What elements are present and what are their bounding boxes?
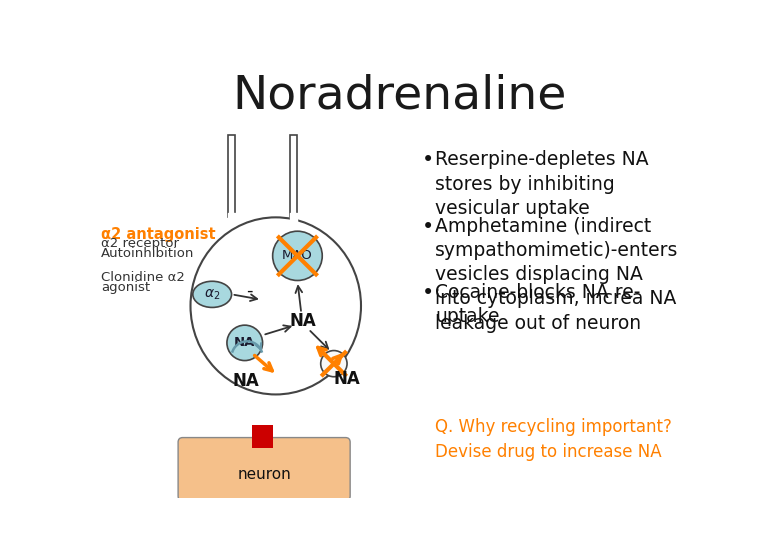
Text: Autoinhibition: Autoinhibition [101,248,195,260]
Text: $\alpha_2$: $\alpha_2$ [204,287,221,301]
Text: agonist: agonist [101,281,151,294]
Text: -: - [246,282,253,300]
Text: NA: NA [234,337,255,349]
Bar [252,425,274,449]
Text: MAO: MAO [282,249,313,262]
Text: NA: NA [289,312,316,330]
Circle shape [273,231,322,281]
Text: Clonidine α2: Clonidine α2 [101,271,186,284]
Text: •: • [421,283,434,303]
Circle shape [227,325,263,361]
Text: •: • [421,217,434,236]
Circle shape [321,351,347,377]
Text: Reserpine-depletes NA
stores by inhibiting
vesicular uptake: Reserpine-depletes NA stores by inhibiti… [435,150,649,218]
Bar [290,135,296,217]
Text: Cocaine-blocks NA re-
uptake: Cocaine-blocks NA re- uptake [435,283,641,326]
Text: α2 receptor: α2 receptor [101,237,179,250]
Text: α2 antagonist: α2 antagonist [101,227,216,242]
Bar [229,135,235,217]
Ellipse shape [190,217,361,394]
Ellipse shape [193,281,232,307]
Text: neuron: neuron [237,467,291,482]
Text: NA: NA [233,372,260,390]
Text: Q. Why recycling important?
Devise drug to increase NA: Q. Why recycling important? Devise drug … [434,418,672,460]
Text: •: • [421,150,434,170]
Text: NA: NA [334,370,360,388]
Text: Noradrenaline: Noradrenaline [232,74,567,119]
Text: Amphetamine (indirect
sympathomimetic)-enters
vesicles displacing NA
into cytopl: Amphetamine (indirect sympathomimetic)-e… [435,217,679,333]
FancyBboxPatch shape [178,437,350,501]
